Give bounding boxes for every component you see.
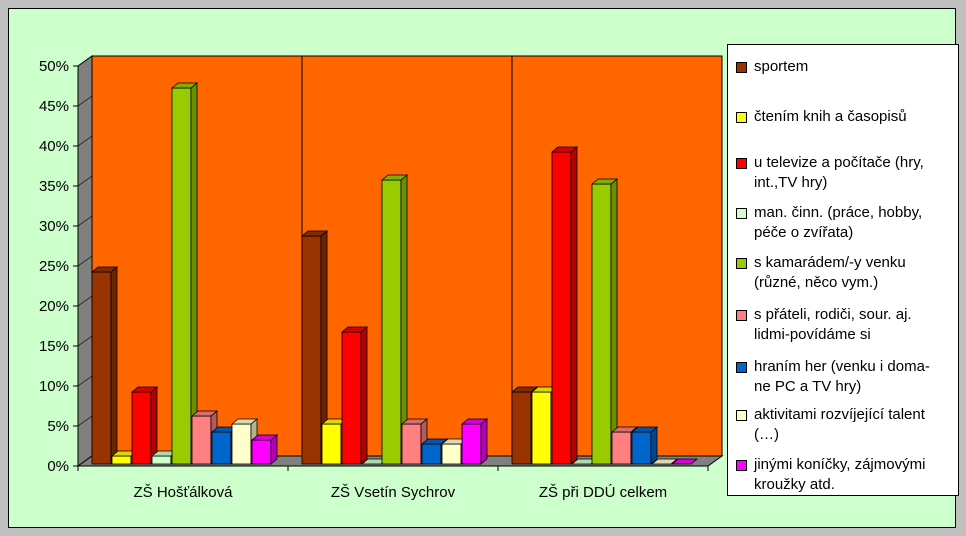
y-tick-label: 40%	[39, 138, 69, 155]
bar	[321, 423, 342, 465]
bar	[151, 455, 172, 465]
y-tick-label: 50%	[39, 58, 69, 75]
y-grid-stub	[77, 135, 93, 147]
y-tick-label: 45%	[39, 98, 69, 115]
legend-swatch	[736, 362, 747, 373]
y-tick-label: 30%	[39, 218, 69, 235]
bar-top	[670, 458, 699, 465]
bar	[131, 391, 152, 465]
legend-swatch	[736, 310, 747, 321]
y-grid-stub	[77, 55, 93, 67]
legend-label: s přáteli, rodiči, sour. aj. lidmi-povíd…	[754, 306, 912, 343]
y-grid-stub	[77, 375, 93, 387]
x-category-label: ZŠ Vsetín Sychrov	[331, 484, 456, 501]
x-category-label: ZŠ při DDÚ celkem	[539, 484, 667, 501]
bar-top	[420, 438, 449, 445]
bar-top	[130, 386, 159, 393]
bar-top	[590, 178, 619, 185]
bar	[211, 431, 232, 465]
bar	[171, 87, 192, 465]
legend-label: u televize a počítače (hry, int.,TV hry)	[754, 154, 924, 191]
bar-side	[360, 326, 368, 465]
y-tick-label: 20%	[39, 298, 69, 315]
x-category-label: ZŠ Hošťálková	[134, 484, 234, 501]
legend-label: jinými koníčky, zájmovými kroužky atd.	[754, 456, 926, 493]
bar-top	[460, 418, 489, 425]
legend-swatch	[736, 410, 747, 421]
y-grid-stub	[77, 255, 93, 267]
bar	[111, 455, 132, 465]
legend-label: čtením knih a časopisů	[754, 108, 907, 125]
bar-top	[380, 174, 409, 181]
legend-label: sportem	[754, 58, 809, 75]
bar	[341, 331, 362, 465]
legend-swatch	[736, 460, 747, 471]
legend-label: s kamarádem/-y venku (různé, něco vym.)	[754, 254, 906, 291]
bar	[91, 271, 112, 465]
y-tick-label: 10%	[39, 378, 69, 395]
bar	[441, 443, 462, 465]
bar-top	[90, 266, 119, 273]
bar	[191, 415, 212, 465]
bar-side	[190, 82, 198, 465]
legend-label: man. činn. (práce, hobby, péče o zvířata…	[754, 204, 923, 241]
bar	[301, 235, 322, 465]
bar	[531, 391, 552, 465]
bar-top	[650, 458, 679, 465]
y-tick-label: 5%	[47, 418, 69, 435]
bar-top	[400, 418, 429, 425]
y-grid-stub	[77, 175, 93, 187]
bar-top	[610, 426, 639, 433]
legend: sportem čtením knih a časopisů u televize …	[727, 44, 959, 496]
bar-top	[510, 386, 539, 393]
bar	[231, 423, 252, 465]
bar	[591, 183, 612, 465]
y-tick-label: 35%	[39, 178, 69, 195]
bar	[511, 391, 532, 465]
legend-swatch	[736, 208, 747, 219]
legend-label: aktivitami rozvíjející talent (…)	[754, 406, 925, 443]
bar	[401, 423, 422, 465]
legend-swatch	[736, 258, 747, 269]
bar	[551, 151, 572, 465]
bar-top	[300, 230, 329, 237]
bar	[421, 443, 442, 465]
y-grid-stub	[77, 95, 93, 107]
bar-top	[170, 82, 199, 89]
legend-swatch	[736, 112, 747, 123]
bar-top	[340, 326, 369, 333]
y-tick-label: 15%	[39, 338, 69, 355]
legend-swatch	[736, 158, 747, 169]
y-tick-label: 25%	[39, 258, 69, 275]
bar-top	[230, 418, 259, 425]
bar-side	[570, 146, 578, 465]
bar-top	[630, 426, 659, 433]
bar-top	[250, 434, 279, 441]
y-tick-label: 0%	[47, 458, 69, 475]
bar	[461, 423, 482, 465]
bar-side	[480, 418, 488, 465]
bar-top	[190, 410, 219, 417]
bar	[631, 431, 652, 465]
legend-label: hraním her (venku i doma- ne PC a TV hry…	[754, 358, 930, 395]
bar	[381, 179, 402, 465]
y-grid-stub	[77, 215, 93, 227]
bar	[611, 431, 632, 465]
bar	[251, 439, 272, 465]
y-grid-stub	[77, 415, 93, 427]
bar-side	[610, 178, 618, 465]
legend-swatch	[736, 62, 747, 73]
bar-top	[550, 146, 579, 153]
y-grid-stub	[77, 335, 93, 347]
y-grid-stub	[77, 295, 93, 307]
bar-side	[110, 266, 118, 465]
bar-side	[650, 426, 658, 465]
